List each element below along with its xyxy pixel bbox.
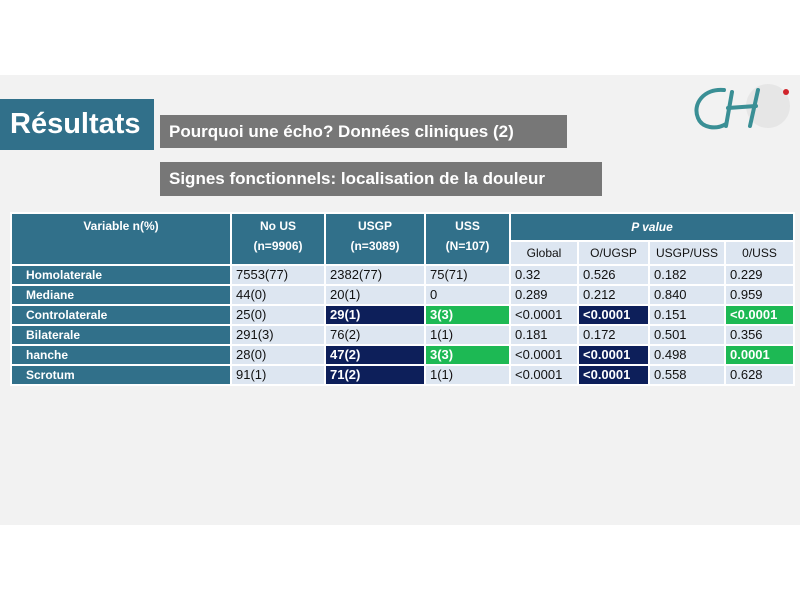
header-uss: USS (N=107) xyxy=(424,212,511,266)
cell-o-ugsp-highlight: <0.0001 xyxy=(577,344,650,366)
cell-usgp-highlight: 47(2) xyxy=(324,344,426,366)
table-row: Homolaterale 7553(77) 2382(77) 75(71) 0.… xyxy=(10,264,796,286)
cell-o-uss: 0.628 xyxy=(723,364,796,386)
cell-usgp-uss: 0.151 xyxy=(648,304,726,326)
subheader-o-ugsp: O/UGSP xyxy=(577,240,650,266)
cell-uss-highlight: 3(3) xyxy=(424,344,511,366)
subheader-0-uss: 0/USS xyxy=(723,240,796,266)
cell-global: 0.32 xyxy=(509,264,579,286)
row-label: Bilaterale xyxy=(10,324,232,346)
cell-o-ugsp: 0.526 xyxy=(577,264,650,286)
cell-no-us: 7553(77) xyxy=(230,264,326,286)
row-label: hanche xyxy=(10,344,232,366)
cell-usgp-highlight: 29(1) xyxy=(324,304,426,326)
cell-no-us: 28(0) xyxy=(230,344,326,366)
cell-usgp: 76(2) xyxy=(324,324,426,346)
subheader-usgp-uss: USGP/USS xyxy=(648,240,726,266)
table-row: Scrotum 91(1) 71(2) 1(1) <0.0001 <0.0001… xyxy=(10,364,796,386)
header-p-value: P value xyxy=(508,212,796,242)
cell-no-us: 25(0) xyxy=(230,304,326,326)
header-variable: Variable n(%) xyxy=(10,212,232,266)
cell-global: 0.181 xyxy=(509,324,579,346)
row-label: Homolaterale xyxy=(10,264,232,286)
cell-usgp-uss: 0.840 xyxy=(648,284,726,306)
slide-section-title: Signes fonctionnels: localisation de la … xyxy=(160,162,602,196)
cell-usgp-uss: 0.501 xyxy=(648,324,726,346)
cell-no-us: 291(3) xyxy=(230,324,326,346)
table-row: hanche 28(0) 47(2) 3(3) <0.0001 <0.0001 … xyxy=(10,344,796,366)
cell-global: 0.289 xyxy=(509,284,579,306)
cell-no-us: 44(0) xyxy=(230,284,326,306)
cell-o-ugsp-highlight: <0.0001 xyxy=(577,364,650,386)
results-table: Variable n(%) No US (n=9906) USGP (n=3089)… xyxy=(10,212,796,386)
ch-hospital-logo-icon xyxy=(694,84,790,130)
cell-uss-highlight: 3(3) xyxy=(424,304,511,326)
cell-uss: 0 xyxy=(424,284,511,306)
cell-usgp: 2382(77) xyxy=(324,264,426,286)
cell-global: <0.0001 xyxy=(509,364,579,386)
slide-subtitle: Pourquoi une écho? Données cliniques (2) xyxy=(160,115,567,148)
header-no-us: No US (n=9906) xyxy=(230,212,326,266)
cell-o-uss-highlight: <0.0001 xyxy=(723,304,796,326)
cell-uss: 1(1) xyxy=(424,324,511,346)
cell-usgp-uss: 0.498 xyxy=(648,344,726,366)
header-usgp: USGP (n=3089) xyxy=(324,212,426,266)
row-label: Controlaterale xyxy=(10,304,232,326)
cell-o-uss: 0.356 xyxy=(723,324,796,346)
cell-global: <0.0001 xyxy=(509,304,579,326)
subheader-global: Global xyxy=(509,240,579,266)
cell-usgp-highlight: 71(2) xyxy=(324,364,426,386)
cell-global: <0.0001 xyxy=(509,344,579,366)
cell-o-uss-highlight: 0.0001 xyxy=(723,344,796,366)
cell-usgp-uss: 0.558 xyxy=(648,364,726,386)
cell-o-uss: 0.229 xyxy=(723,264,796,286)
cell-o-ugsp: 0.172 xyxy=(577,324,650,346)
table-row: Controlaterale 25(0) 29(1) 3(3) <0.0001 … xyxy=(10,304,796,326)
row-label: Mediane xyxy=(10,284,232,306)
table-row: Bilaterale 291(3) 76(2) 1(1) 0.181 0.172… xyxy=(10,324,796,346)
cell-usgp-uss: 0.182 xyxy=(648,264,726,286)
cell-no-us: 91(1) xyxy=(230,364,326,386)
cell-o-ugsp: 0.212 xyxy=(577,284,650,306)
cell-usgp: 20(1) xyxy=(324,284,426,306)
cell-o-uss: 0.959 xyxy=(723,284,796,306)
cell-uss: 1(1) xyxy=(424,364,511,386)
slide-title: Résultats xyxy=(0,99,154,150)
row-label: Scrotum xyxy=(10,364,232,386)
table-row: Mediane 44(0) 20(1) 0 0.289 0.212 0.840 … xyxy=(10,284,796,306)
cell-uss: 75(71) xyxy=(424,264,511,286)
cell-o-ugsp-highlight: <0.0001 xyxy=(577,304,650,326)
